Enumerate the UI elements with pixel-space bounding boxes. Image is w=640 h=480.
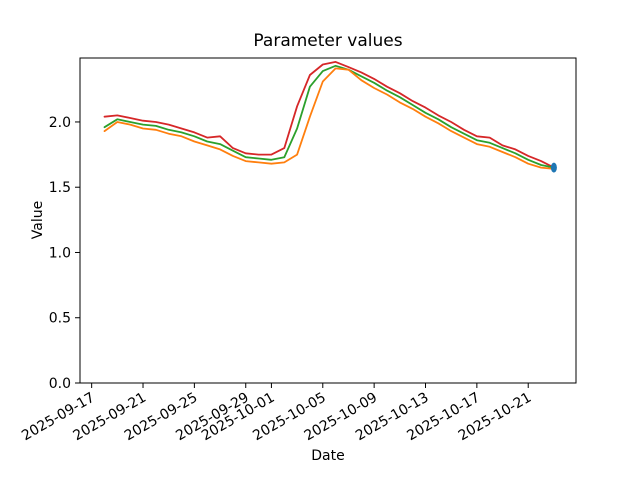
series-line-orange xyxy=(103,67,555,170)
end-marker xyxy=(550,162,557,173)
chart-title: Parameter values xyxy=(253,31,403,51)
y-axis-label: Value xyxy=(30,200,46,240)
series-line-green xyxy=(103,64,555,169)
axes-frame xyxy=(79,57,577,384)
y-tick-label: 1.0 xyxy=(49,245,71,261)
y-tick-label: 0.0 xyxy=(49,376,71,392)
y-tick-label: 1.5 xyxy=(49,180,71,196)
y-tick-label: 2.0 xyxy=(49,115,71,131)
series-line-red xyxy=(103,61,555,169)
y-tick-label: 0.5 xyxy=(49,311,71,327)
x-axis-label: Date xyxy=(311,448,345,464)
